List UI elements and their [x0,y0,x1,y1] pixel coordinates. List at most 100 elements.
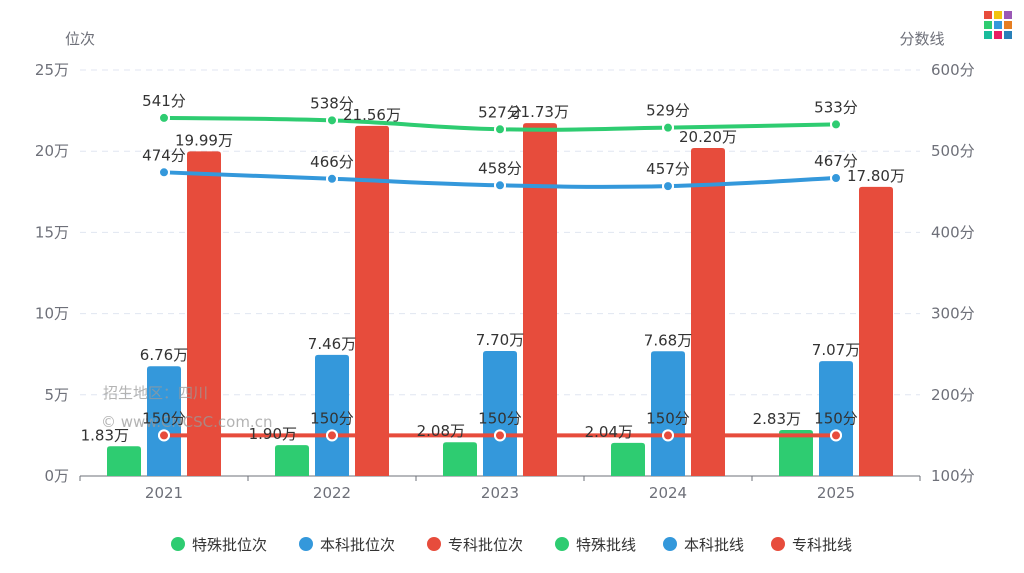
line-data-label: 533分 [814,98,858,116]
line-data-label: 541分 [142,92,186,110]
line-data-label: 467分 [814,152,858,170]
legend-item: 专科批位次 [427,536,523,554]
y-right-tick-label: 500分 [931,142,975,160]
legend-item: 特殊批线 [555,536,636,554]
legend-item: 专科批线 [771,536,852,554]
bar [443,442,477,476]
bar-data-label: 7.70万 [476,331,524,349]
bar [523,123,557,476]
watermark-region: 招生地区：四川 [103,384,208,402]
line-data-label: 150分 [310,409,354,427]
bar [187,151,221,476]
line-point [494,179,506,192]
y-left-tick-label: 20万 [35,142,69,160]
y-right-axis-title: 分数线 [899,30,944,48]
line-point [326,114,338,127]
line-point [158,111,170,124]
bar-data-label: 17.80万 [847,167,905,185]
bar-data-label: 2.08万 [417,422,465,440]
line-point [662,121,674,134]
logo-icon [984,11,1012,39]
legend-marker [427,537,441,551]
bar-data-label: 2.04万 [585,423,633,441]
y-left-tick-label: 25万 [35,61,69,79]
bar-data-label: 2.83万 [753,410,801,428]
line-point [662,429,674,442]
bar-data-label: 21.56万 [343,106,401,124]
line-point [494,123,506,136]
y-right-tick-label: 300分 [931,305,975,323]
bar [107,446,141,476]
x-tick-label: 2025 [817,484,855,502]
legend-label: 特殊批线 [576,536,636,554]
bar [691,147,725,476]
bar-data-label: 7.07万 [812,341,860,359]
bar [355,125,389,476]
y-right-tick-label: 100分 [931,467,975,485]
line-point [830,118,842,131]
line-point [326,429,338,442]
bar [483,350,517,476]
line-data-label: 458分 [478,159,522,177]
legend-marker [299,537,313,551]
line-data-label: 150分 [478,409,522,427]
legend-marker [771,537,785,551]
line-data-label: 527分 [478,103,522,121]
bar-data-label: 1.83万 [81,426,129,444]
y-left-tick-label: 5万 [44,386,69,404]
x-tick-label: 2023 [481,484,519,502]
bar-data-label: 7.68万 [644,331,692,349]
y-right-tick-label: 400分 [931,223,975,241]
x-tick-label: 2022 [313,484,351,502]
y-right-tick-label: 600分 [931,61,975,79]
legend-label: 本科批线 [684,536,744,554]
bar [819,361,853,476]
line-data-label: 150分 [142,409,186,427]
line-point [326,172,338,185]
legend-label: 特殊批位次 [192,536,267,554]
bar-data-label: 6.76万 [140,346,188,364]
line-data-label: 529分 [646,102,690,120]
line-point [158,429,170,442]
legend-label: 专科批位次 [448,536,523,554]
legend-item: 特殊批位次 [171,536,267,554]
line-data-label: 538分 [310,94,354,112]
bar-data-label: 20.20万 [679,128,737,146]
line-data-label: 474分 [142,146,186,164]
line-data-label: 150分 [646,409,690,427]
bar [859,186,893,477]
watermark-site: © www.CNCSC.com.cn [101,413,272,431]
y-left-tick-label: 0万 [44,467,69,485]
bar [651,351,685,476]
bar [147,366,181,476]
line-point [830,171,842,184]
bar-data-label: 19.99万 [175,131,233,149]
y-left-axis-title: 位次 [65,30,95,48]
y-right-tick-label: 200分 [931,386,975,404]
line-data-label: 150分 [814,409,858,427]
line-data-label: 466分 [310,153,354,171]
line-point [830,429,842,442]
line-point [494,429,506,442]
x-tick-label: 2024 [649,484,687,502]
legend-marker [663,537,677,551]
bar [779,430,813,476]
bar [275,445,309,476]
bar-data-label: 7.46万 [308,335,356,353]
legend-item: 本科批线 [663,536,744,554]
legend-marker [171,537,185,551]
y-left-tick-label: 15万 [35,223,69,241]
bar [315,354,349,476]
y-left-tick-label: 10万 [35,305,69,323]
line-point [662,180,674,193]
bar [611,442,645,476]
legend-marker [555,537,569,551]
x-tick-label: 2021 [145,484,183,502]
bar-data-label: 1.90万 [249,425,297,443]
legend-label: 专科批线 [792,536,852,554]
line-point [158,166,170,179]
legend-item: 本科批位次 [299,536,395,554]
legend-label: 本科批位次 [320,536,395,554]
line-data-label: 457分 [646,160,690,178]
